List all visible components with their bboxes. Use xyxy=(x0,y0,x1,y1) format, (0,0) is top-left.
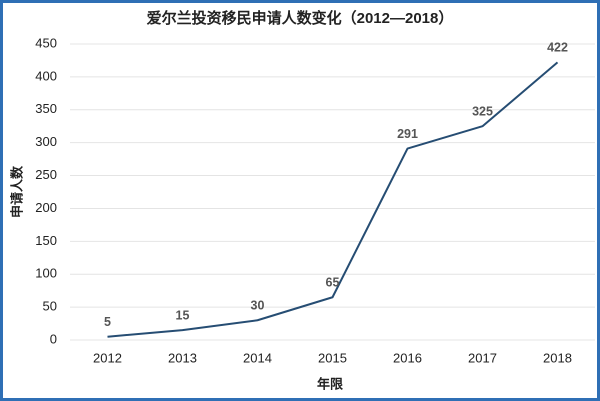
x-tick-label: 2018 xyxy=(543,350,572,365)
data-label: 325 xyxy=(472,105,493,119)
y-tick-label: 250 xyxy=(35,167,57,182)
y-tick-label: 150 xyxy=(35,233,57,248)
chart-title: 爱尔兰投资移民申请人数变化（2012—2018） xyxy=(147,9,454,27)
data-label: 291 xyxy=(397,127,418,141)
x-tick-label: 2014 xyxy=(243,350,272,365)
y-tick-label: 300 xyxy=(35,134,57,149)
data-label: 15 xyxy=(176,308,190,322)
data-label: 30 xyxy=(251,299,265,313)
x-tick-label: 2013 xyxy=(168,350,197,365)
data-label: 5 xyxy=(104,315,111,329)
y-tick-label: 50 xyxy=(43,299,57,314)
y-tick-label: 450 xyxy=(35,35,57,50)
x-tick-label: 2016 xyxy=(393,350,422,365)
y-tick-label: 0 xyxy=(50,331,57,346)
y-tick-label: 400 xyxy=(35,68,57,83)
x-tick-label: 2012 xyxy=(93,350,122,365)
y-tick-label: 200 xyxy=(35,200,57,215)
data-label: 422 xyxy=(547,41,568,55)
y-tick-label: 100 xyxy=(35,266,57,281)
x-tick-label: 2015 xyxy=(318,350,347,365)
x-tick-label: 2017 xyxy=(468,350,497,365)
data-line xyxy=(107,61,559,338)
data-label: 65 xyxy=(326,276,340,290)
y-tick-label: 350 xyxy=(35,101,57,116)
y-axis-title: 申请人数 xyxy=(9,165,24,218)
x-axis-title: 年限 xyxy=(317,376,344,391)
